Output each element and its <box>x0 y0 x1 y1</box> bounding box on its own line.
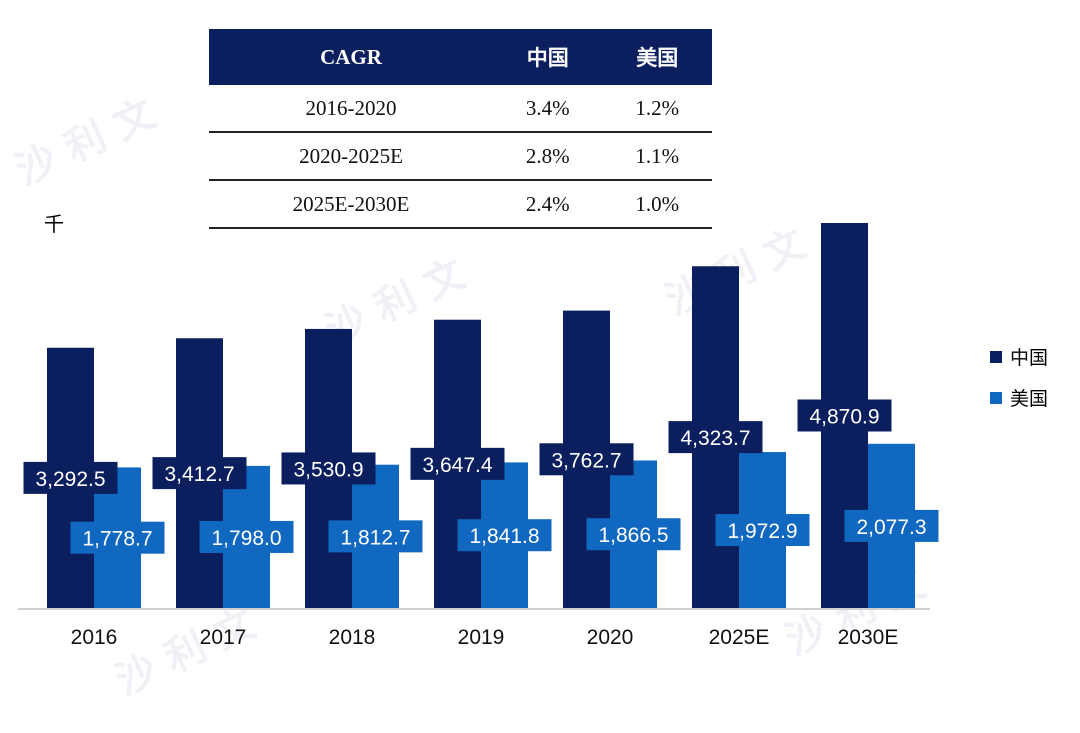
x-tick-label: 2017 <box>200 626 247 649</box>
data-label: 2,077.3 <box>856 516 926 539</box>
x-tick-label: 2016 <box>71 626 118 649</box>
legend-swatch <box>990 391 1002 404</box>
data-label: 1,866.5 <box>598 524 668 547</box>
data-label: 4,870.9 <box>809 406 879 429</box>
data-label: 3,647.4 <box>422 454 492 477</box>
x-tick-label: 2018 <box>329 626 376 649</box>
data-label-box <box>844 509 939 542</box>
data-label-box <box>328 520 423 553</box>
table-header: 美国 <box>602 29 712 85</box>
data-label-box <box>715 514 810 547</box>
data-label-box <box>539 443 634 476</box>
table-row: 2025E-2030E 2.4% 1.0% <box>209 180 712 229</box>
table-cell: 2.4% <box>492 180 603 229</box>
data-label: 3,530.9 <box>293 458 363 481</box>
x-tick-label: 2025E <box>709 626 770 649</box>
table-header: 中国 <box>492 29 603 85</box>
data-label-box <box>457 519 552 552</box>
x-tick-label: 2019 <box>458 626 505 649</box>
data-label-box <box>410 447 505 480</box>
data-label: 1,841.8 <box>469 525 539 548</box>
legend-item-usa: 美国 <box>990 384 1048 411</box>
table-row: 2020-2025E 2.8% 1.1% <box>209 132 712 181</box>
data-label-box <box>668 421 763 454</box>
data-label-box <box>70 521 165 554</box>
table-cell: 2025E-2030E <box>209 180 493 229</box>
table-cell: 2020-2025E <box>209 132 493 181</box>
table-row: 2016-2020 3.4% 1.2% <box>209 85 712 133</box>
x-tick-label: 2020 <box>587 626 634 649</box>
data-label: 1,812.7 <box>340 526 410 549</box>
data-label: 3,762.7 <box>551 449 621 472</box>
unit-label: 千 <box>44 212 64 236</box>
data-label: 1,972.9 <box>727 520 797 543</box>
data-label-box <box>281 452 376 485</box>
data-label: 3,412.7 <box>164 463 234 486</box>
table-cell: 2016-2020 <box>209 85 493 133</box>
data-label: 1,798.0 <box>211 527 281 550</box>
data-label-box <box>199 520 294 553</box>
data-label: 1,778.7 <box>82 528 152 551</box>
legend-label: 中国 <box>1010 347 1049 369</box>
table-cell: 1.1% <box>602 132 712 181</box>
data-label-box <box>586 518 681 551</box>
table-header: CAGR <box>209 29 493 85</box>
table-cell: 1.2% <box>602 85 712 133</box>
x-tick-label: 2030E <box>838 626 899 649</box>
legend-label: 美国 <box>1010 388 1049 410</box>
data-label: 4,323.7 <box>680 427 750 450</box>
table-cell: 1.0% <box>602 180 712 229</box>
legend-item-china: 中国 <box>990 343 1048 370</box>
table-cell: 2.8% <box>492 132 603 181</box>
data-label-box <box>23 461 118 494</box>
data-label-box <box>797 399 892 432</box>
cagr-table: CAGR 中国 美国 2016-2020 3.4% 1.2% 2020-2025… <box>209 29 712 229</box>
data-label-box <box>152 457 247 490</box>
legend-swatch <box>990 350 1002 363</box>
data-label: 3,292.5 <box>35 468 105 491</box>
table-cell: 3.4% <box>492 85 603 133</box>
